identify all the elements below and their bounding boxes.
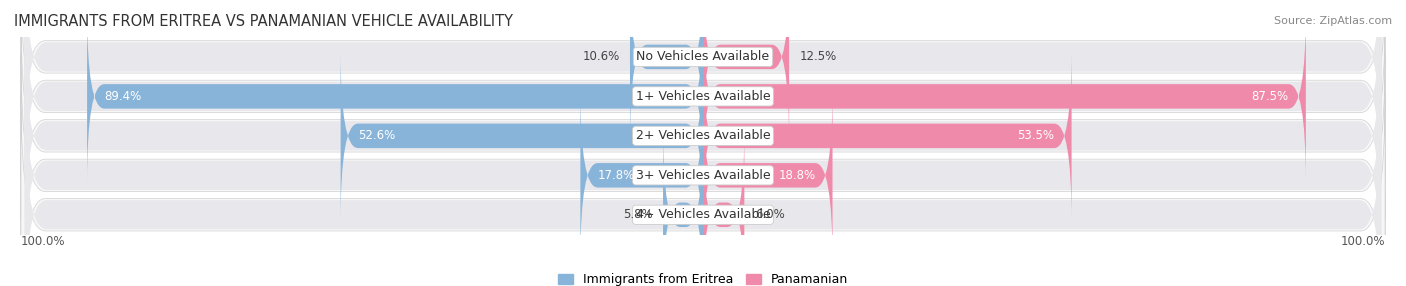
Text: No Vehicles Available: No Vehicles Available <box>637 50 769 63</box>
Text: 87.5%: 87.5% <box>1251 90 1289 103</box>
FancyBboxPatch shape <box>21 93 1385 286</box>
Text: 4+ Vehicles Available: 4+ Vehicles Available <box>636 208 770 221</box>
Text: IMMIGRANTS FROM ERITREA VS PANAMANIAN VEHICLE AVAILABILITY: IMMIGRANTS FROM ERITREA VS PANAMANIAN VE… <box>14 14 513 29</box>
FancyBboxPatch shape <box>703 49 1071 222</box>
FancyBboxPatch shape <box>24 63 1382 286</box>
Text: 1+ Vehicles Available: 1+ Vehicles Available <box>636 90 770 103</box>
Legend: Immigrants from Eritrea, Panamanian: Immigrants from Eritrea, Panamanian <box>553 269 853 286</box>
Text: 2+ Vehicles Available: 2+ Vehicles Available <box>636 129 770 142</box>
FancyBboxPatch shape <box>21 0 1385 179</box>
FancyBboxPatch shape <box>664 128 703 286</box>
FancyBboxPatch shape <box>24 0 1382 208</box>
FancyBboxPatch shape <box>24 0 1382 169</box>
FancyBboxPatch shape <box>24 103 1382 286</box>
Text: 12.5%: 12.5% <box>800 50 837 63</box>
Text: 6.0%: 6.0% <box>755 208 785 221</box>
FancyBboxPatch shape <box>581 89 703 262</box>
FancyBboxPatch shape <box>340 49 703 222</box>
Text: 89.4%: 89.4% <box>104 90 142 103</box>
FancyBboxPatch shape <box>24 24 1382 248</box>
FancyBboxPatch shape <box>87 10 703 183</box>
Text: 52.6%: 52.6% <box>359 129 395 142</box>
FancyBboxPatch shape <box>21 14 1385 258</box>
FancyBboxPatch shape <box>703 89 832 262</box>
FancyBboxPatch shape <box>630 0 703 143</box>
Text: 100.0%: 100.0% <box>21 235 66 247</box>
FancyBboxPatch shape <box>21 53 1385 286</box>
FancyBboxPatch shape <box>21 0 1385 218</box>
Text: 5.8%: 5.8% <box>623 208 652 221</box>
Text: 18.8%: 18.8% <box>778 169 815 182</box>
Text: 10.6%: 10.6% <box>582 50 620 63</box>
FancyBboxPatch shape <box>703 128 744 286</box>
FancyBboxPatch shape <box>703 0 789 143</box>
Text: 17.8%: 17.8% <box>598 169 636 182</box>
Text: 100.0%: 100.0% <box>1340 235 1385 247</box>
Text: 53.5%: 53.5% <box>1018 129 1054 142</box>
Text: 3+ Vehicles Available: 3+ Vehicles Available <box>636 169 770 182</box>
Text: Source: ZipAtlas.com: Source: ZipAtlas.com <box>1274 16 1392 26</box>
FancyBboxPatch shape <box>703 10 1306 183</box>
